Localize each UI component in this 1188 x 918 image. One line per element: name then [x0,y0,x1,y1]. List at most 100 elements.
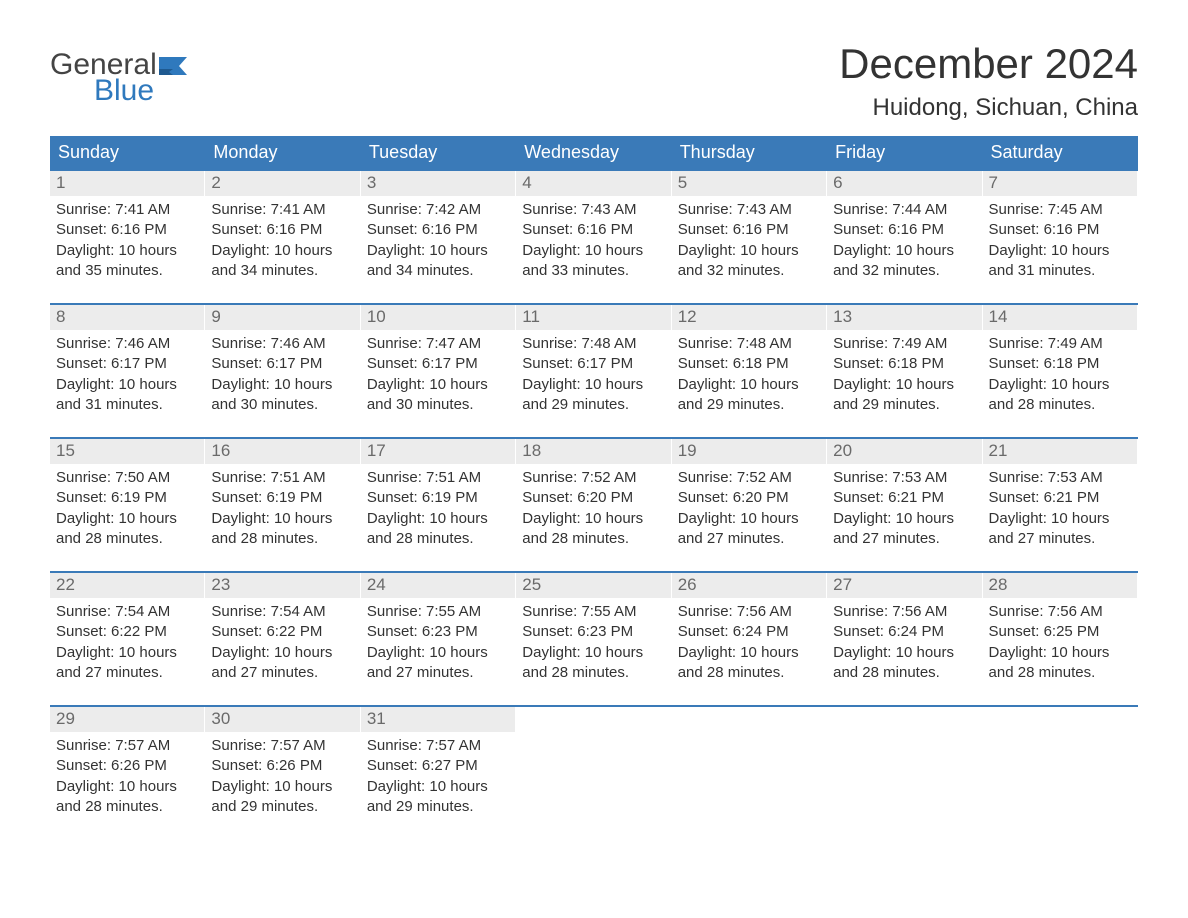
sunset-line: Sunset: 6:19 PM [56,488,198,508]
calendar-day [827,707,982,827]
sunrise-line: Sunrise: 7:47 AM [367,334,509,354]
sunrise-line: Sunrise: 7:55 AM [522,602,664,622]
day-number: 7 [983,171,1137,196]
sunrise-line: Sunrise: 7:49 AM [989,334,1131,354]
daylight-line: Daylight: 10 hours [989,375,1131,395]
dow-wednesday: Wednesday [516,136,671,169]
sunset-line: Sunset: 6:16 PM [56,220,198,240]
day-number: 29 [50,707,204,732]
sunset-line: Sunset: 6:16 PM [989,220,1131,240]
sunrise-line: Sunrise: 7:53 AM [989,468,1131,488]
daylight-line: Daylight: 10 hours [56,643,198,663]
daylight-line-2: and 35 minutes. [56,261,198,281]
calendar-day: 30Sunrise: 7:57 AMSunset: 6:26 PMDayligh… [205,707,360,827]
day-number: 8 [50,305,204,330]
daylight-line: Daylight: 10 hours [522,375,664,395]
day-details: Sunrise: 7:47 AMSunset: 6:17 PMDaylight:… [361,330,515,417]
daylight-line: Daylight: 10 hours [833,375,975,395]
calendar-day: 13Sunrise: 7:49 AMSunset: 6:18 PMDayligh… [827,305,982,425]
sunrise-line: Sunrise: 7:46 AM [211,334,353,354]
sunset-line: Sunset: 6:16 PM [678,220,820,240]
calendar-day: 12Sunrise: 7:48 AMSunset: 6:18 PMDayligh… [672,305,827,425]
title-block: December 2024 Huidong, Sichuan, China [839,40,1138,122]
calendar-day: 24Sunrise: 7:55 AMSunset: 6:23 PMDayligh… [361,573,516,693]
daylight-line-2: and 27 minutes. [989,529,1131,549]
sunset-line: Sunset: 6:19 PM [367,488,509,508]
daylight-line-2: and 28 minutes. [211,529,353,549]
day-number: 9 [205,305,359,330]
sunset-line: Sunset: 6:21 PM [989,488,1131,508]
day-details: Sunrise: 7:48 AMSunset: 6:18 PMDaylight:… [672,330,826,417]
sunset-line: Sunset: 6:23 PM [522,622,664,642]
day-number: 3 [361,171,515,196]
sunset-line: Sunset: 6:17 PM [56,354,198,374]
calendar-day: 4Sunrise: 7:43 AMSunset: 6:16 PMDaylight… [516,171,671,291]
sunset-line: Sunset: 6:16 PM [211,220,353,240]
day-number: 20 [827,439,981,464]
daylight-line-2: and 30 minutes. [367,395,509,415]
sunrise-line: Sunrise: 7:48 AM [678,334,820,354]
dow-thursday: Thursday [672,136,827,169]
sunrise-line: Sunrise: 7:51 AM [367,468,509,488]
daylight-line-2: and 31 minutes. [56,395,198,415]
sunrise-line: Sunrise: 7:50 AM [56,468,198,488]
dow-tuesday: Tuesday [361,136,516,169]
sunrise-line: Sunrise: 7:54 AM [56,602,198,622]
sunrise-line: Sunrise: 7:44 AM [833,200,975,220]
calendar-day: 6Sunrise: 7:44 AMSunset: 6:16 PMDaylight… [827,171,982,291]
daylight-line: Daylight: 10 hours [211,777,353,797]
calendar-day: 28Sunrise: 7:56 AMSunset: 6:25 PMDayligh… [983,573,1138,693]
calendar-day [516,707,671,827]
daylight-line: Daylight: 10 hours [211,643,353,663]
day-of-week-header: SundayMondayTuesdayWednesdayThursdayFrid… [50,136,1138,169]
daylight-line: Daylight: 10 hours [522,643,664,663]
brand-line2: Blue [94,76,193,106]
day-number: 27 [827,573,981,598]
calendar-day: 2Sunrise: 7:41 AMSunset: 6:16 PMDaylight… [205,171,360,291]
calendar-day: 22Sunrise: 7:54 AMSunset: 6:22 PMDayligh… [50,573,205,693]
sunset-line: Sunset: 6:18 PM [833,354,975,374]
sunrise-line: Sunrise: 7:57 AM [56,736,198,756]
day-number: 22 [50,573,204,598]
calendar-day: 29Sunrise: 7:57 AMSunset: 6:26 PMDayligh… [50,707,205,827]
sunrise-line: Sunrise: 7:42 AM [367,200,509,220]
day-details: Sunrise: 7:45 AMSunset: 6:16 PMDaylight:… [983,196,1137,283]
day-details: Sunrise: 7:55 AMSunset: 6:23 PMDaylight:… [361,598,515,685]
sunset-line: Sunset: 6:27 PM [367,756,509,776]
sunset-line: Sunset: 6:24 PM [678,622,820,642]
sunrise-line: Sunrise: 7:41 AM [56,200,198,220]
day-number: 21 [983,439,1137,464]
daylight-line-2: and 30 minutes. [211,395,353,415]
daylight-line: Daylight: 10 hours [211,375,353,395]
day-number: 12 [672,305,826,330]
day-number: 11 [516,305,670,330]
day-details: Sunrise: 7:49 AMSunset: 6:18 PMDaylight:… [827,330,981,417]
sunset-line: Sunset: 6:20 PM [522,488,664,508]
day-details: Sunrise: 7:51 AMSunset: 6:19 PMDaylight:… [361,464,515,551]
month-title: December 2024 [839,40,1138,88]
day-details: Sunrise: 7:46 AMSunset: 6:17 PMDaylight:… [205,330,359,417]
day-details: Sunrise: 7:48 AMSunset: 6:17 PMDaylight:… [516,330,670,417]
day-number: 25 [516,573,670,598]
day-number: 5 [672,171,826,196]
dow-sunday: Sunday [50,136,205,169]
day-details: Sunrise: 7:50 AMSunset: 6:19 PMDaylight:… [50,464,204,551]
calendar-day [672,707,827,827]
sunrise-line: Sunrise: 7:45 AM [989,200,1131,220]
sunset-line: Sunset: 6:21 PM [833,488,975,508]
daylight-line: Daylight: 10 hours [367,241,509,261]
day-number: 2 [205,171,359,196]
calendar-day: 1Sunrise: 7:41 AMSunset: 6:16 PMDaylight… [50,171,205,291]
week-row: 8Sunrise: 7:46 AMSunset: 6:17 PMDaylight… [50,303,1138,425]
sunset-line: Sunset: 6:24 PM [833,622,975,642]
calendar-day [983,707,1138,827]
daylight-line-2: and 28 minutes. [367,529,509,549]
day-details: Sunrise: 7:51 AMSunset: 6:19 PMDaylight:… [205,464,359,551]
daylight-line: Daylight: 10 hours [678,375,820,395]
sunrise-line: Sunrise: 7:41 AM [211,200,353,220]
calendar-day: 18Sunrise: 7:52 AMSunset: 6:20 PMDayligh… [516,439,671,559]
daylight-line-2: and 34 minutes. [211,261,353,281]
week-row: 22Sunrise: 7:54 AMSunset: 6:22 PMDayligh… [50,571,1138,693]
day-details: Sunrise: 7:54 AMSunset: 6:22 PMDaylight:… [50,598,204,685]
daylight-line-2: and 27 minutes. [211,663,353,683]
